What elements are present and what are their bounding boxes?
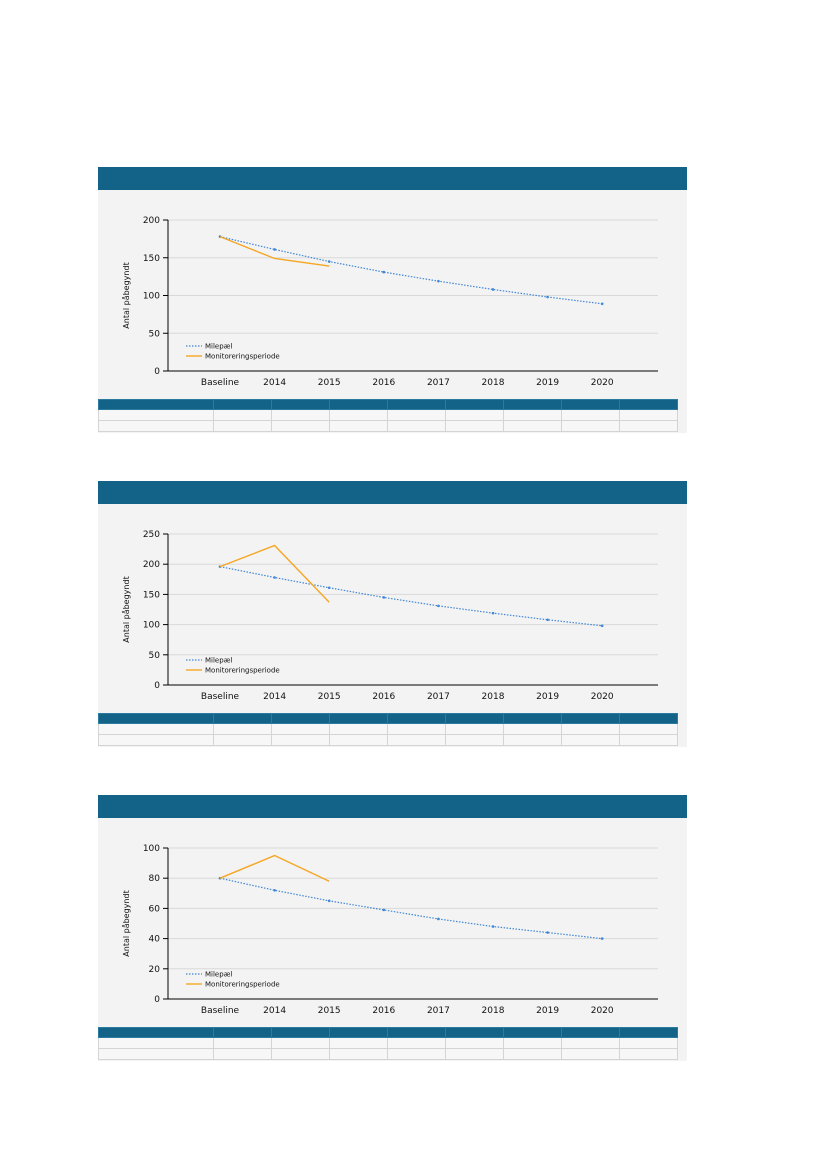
line-chart-3: 0 20 40 60 80 100 Baseline 2014 2015 2016 2017 2018… bbox=[121, 844, 658, 1016]
x-tick-label: Baseline bbox=[201, 1006, 240, 1016]
data-point-milestone bbox=[600, 302, 604, 306]
data-point-milestone bbox=[491, 611, 495, 615]
chart-panel-2: 0 50 100 150 200 250 Baseline 2014 2015 2016 2017 2… bbox=[98, 481, 687, 747]
x-tick-label: 2014 bbox=[263, 1006, 286, 1016]
data-point-milestone bbox=[273, 888, 276, 892]
legend-label-milestone: Milepæl bbox=[205, 657, 233, 665]
series-line-milestone bbox=[219, 236, 603, 305]
table-row bbox=[98, 1048, 678, 1060]
line-chart-2: 0 50 100 150 200 250 Baseline 2014 2015 2016 2017 2… bbox=[121, 530, 658, 702]
table-row bbox=[98, 734, 678, 746]
y-tick-label: 0 bbox=[154, 367, 160, 377]
data-table-3 bbox=[98, 1027, 678, 1060]
y-tick-label: 0 bbox=[154, 681, 160, 691]
chart-panel-1: 0 50 100 150 200 Baseline 2014 2015 2016 2017 2018… bbox=[98, 167, 687, 433]
data-point-milestone bbox=[437, 604, 440, 608]
table-header-row bbox=[98, 1027, 678, 1038]
data-point-milestone bbox=[327, 586, 331, 590]
data-point-milestone bbox=[327, 260, 331, 263]
x-tick-label: Baseline bbox=[201, 692, 240, 702]
data-point-milestone bbox=[437, 917, 440, 921]
y-tick-label: 250 bbox=[143, 530, 160, 540]
table-row bbox=[98, 723, 678, 735]
legend-label-milestone: Milepæl bbox=[205, 971, 233, 979]
legend-label-monitoring: Monitoreringsperiode bbox=[205, 981, 280, 989]
x-tick-label: 2018 bbox=[482, 692, 505, 702]
x-tick-label: 2020 bbox=[591, 378, 614, 388]
chart-panel-header bbox=[98, 795, 687, 818]
legend-label-milestone: Milepæl bbox=[205, 343, 233, 351]
x-tick-label: 2019 bbox=[536, 378, 559, 388]
data-point-milestone bbox=[437, 279, 440, 283]
table-row bbox=[98, 409, 678, 421]
data-point-milestone bbox=[491, 288, 495, 291]
y-axis-label: Antal påbegyndt bbox=[121, 262, 131, 328]
y-tick-label: 80 bbox=[149, 874, 161, 884]
line-chart-1: 0 50 100 150 200 Baseline 2014 2015 2016 2017 2018… bbox=[121, 216, 658, 388]
y-tick-label: 20 bbox=[149, 965, 161, 975]
table-row bbox=[98, 1037, 678, 1049]
series-line-monitoring bbox=[219, 854, 330, 882]
y-tick-label: 200 bbox=[143, 560, 160, 570]
x-tick-label: Baseline bbox=[201, 378, 240, 388]
x-tick-label: 2015 bbox=[318, 692, 341, 702]
x-tick-label: 2017 bbox=[427, 692, 450, 702]
x-tick-label: 2020 bbox=[591, 1006, 614, 1016]
y-tick-label: 100 bbox=[143, 844, 160, 854]
data-point-milestone bbox=[600, 937, 604, 940]
y-axis-label: Antal påbegyndt bbox=[121, 890, 131, 956]
x-tick-label: 2017 bbox=[427, 378, 450, 388]
data-table-1 bbox=[98, 399, 678, 432]
table-row bbox=[98, 420, 678, 432]
x-tick-label: 2018 bbox=[482, 378, 505, 388]
y-tick-label: 150 bbox=[143, 590, 160, 600]
x-tick-label: 2016 bbox=[372, 1006, 395, 1016]
data-point-milestone bbox=[546, 295, 549, 299]
table-header-row bbox=[98, 399, 678, 410]
data-point-milestone bbox=[382, 270, 386, 274]
x-tick-label: 2016 bbox=[372, 378, 395, 388]
series-line-milestone bbox=[219, 566, 603, 627]
y-tick-label: 100 bbox=[143, 292, 160, 302]
legend-label-monitoring: Monitoreringsperiode bbox=[205, 353, 280, 361]
data-point-milestone bbox=[273, 576, 276, 579]
y-tick-label: 50 bbox=[149, 329, 161, 339]
chart-panel-3: 0 20 40 60 80 100 Baseline 2014 2015 2016 2017 2018… bbox=[98, 795, 687, 1061]
x-tick-label: 2015 bbox=[318, 1006, 341, 1016]
y-tick-label: 100 bbox=[143, 621, 160, 631]
x-tick-label: 2016 bbox=[372, 692, 395, 702]
y-tick-label: 0 bbox=[154, 995, 160, 1005]
x-tick-label: 2019 bbox=[536, 1006, 559, 1016]
data-point-milestone bbox=[546, 931, 549, 934]
x-tick-label: 2018 bbox=[482, 1006, 505, 1016]
x-tick-label: 2020 bbox=[591, 692, 614, 702]
data-table-2 bbox=[98, 713, 678, 746]
series-line-monitoring bbox=[219, 235, 330, 267]
x-tick-label: 2014 bbox=[263, 692, 286, 702]
y-tick-label: 50 bbox=[149, 651, 161, 661]
x-tick-label: 2017 bbox=[427, 1006, 450, 1016]
x-tick-label: 2014 bbox=[263, 378, 286, 388]
legend-label-monitoring: Monitoreringsperiode bbox=[205, 667, 280, 675]
table-header-row bbox=[98, 713, 678, 724]
data-point-milestone bbox=[546, 618, 549, 622]
data-point-milestone bbox=[491, 925, 495, 928]
data-point-milestone bbox=[382, 908, 386, 912]
x-tick-label: 2019 bbox=[536, 692, 559, 702]
y-tick-label: 150 bbox=[143, 254, 160, 264]
data-point-milestone bbox=[382, 596, 386, 599]
series-line-monitoring bbox=[219, 544, 330, 603]
chart-panel-header bbox=[98, 481, 687, 504]
data-point-milestone bbox=[273, 248, 276, 251]
data-point-milestone bbox=[327, 899, 331, 903]
data-point-milestone bbox=[600, 624, 604, 628]
y-axis-label: Antal påbegyndt bbox=[121, 576, 131, 642]
y-tick-label: 40 bbox=[149, 935, 161, 945]
y-tick-label: 60 bbox=[149, 904, 161, 914]
y-tick-label: 200 bbox=[143, 216, 160, 226]
chart-panel-header bbox=[98, 167, 687, 190]
x-tick-label: 2015 bbox=[318, 378, 341, 388]
